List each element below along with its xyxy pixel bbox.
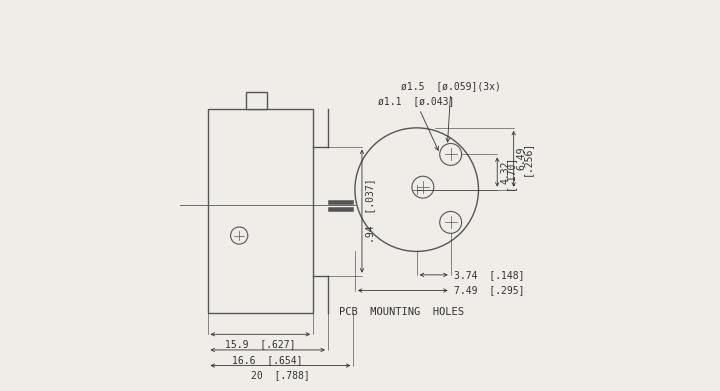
Text: .94  [.037]: .94 [.037] xyxy=(365,179,374,244)
Bar xyxy=(328,206,354,211)
Text: 6.49: 6.49 xyxy=(517,147,527,170)
Text: 20  [.788]: 20 [.788] xyxy=(251,370,310,380)
Text: 3.74  [.148]: 3.74 [.148] xyxy=(454,270,524,280)
Text: 16.6  [.654]: 16.6 [.654] xyxy=(233,355,303,365)
Bar xyxy=(207,109,313,313)
Text: PCB  MOUNTING  HOLES: PCB MOUNTING HOLES xyxy=(338,307,464,317)
Bar xyxy=(246,92,267,109)
Text: ø1.1  [ø.043]: ø1.1 [ø.043] xyxy=(377,96,454,150)
Text: [.170]: [.170] xyxy=(505,154,515,190)
Text: 4.32: 4.32 xyxy=(500,160,510,184)
Text: ø1.5  [ø.059](3x): ø1.5 [ø.059](3x) xyxy=(401,81,501,142)
Circle shape xyxy=(230,227,248,244)
Bar xyxy=(328,199,354,204)
Text: 7.49  [.295]: 7.49 [.295] xyxy=(454,285,524,296)
Text: [.256]: [.256] xyxy=(521,141,531,176)
Text: 15.9  [.627]: 15.9 [.627] xyxy=(225,339,295,349)
